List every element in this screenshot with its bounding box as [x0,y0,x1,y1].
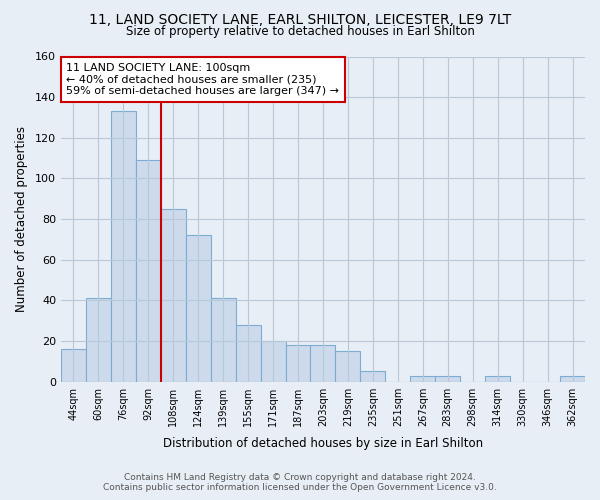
X-axis label: Distribution of detached houses by size in Earl Shilton: Distribution of detached houses by size … [163,437,483,450]
Text: 11, LAND SOCIETY LANE, EARL SHILTON, LEICESTER, LE9 7LT: 11, LAND SOCIETY LANE, EARL SHILTON, LEI… [89,12,511,26]
Bar [211,298,236,382]
Y-axis label: Number of detached properties: Number of detached properties [15,126,28,312]
Bar [310,345,335,382]
Text: Size of property relative to detached houses in Earl Shilton: Size of property relative to detached ho… [125,25,475,38]
Bar [361,372,385,382]
Bar [161,209,186,382]
Bar [485,376,510,382]
Bar [560,376,585,382]
Bar [111,112,136,382]
Bar [236,325,260,382]
Bar [61,349,86,382]
Bar [136,160,161,382]
Bar [286,345,310,382]
Bar [435,376,460,382]
Text: Contains HM Land Registry data © Crown copyright and database right 2024.
Contai: Contains HM Land Registry data © Crown c… [103,473,497,492]
Bar [260,341,286,382]
Bar [410,376,435,382]
Bar [86,298,111,382]
Bar [335,351,361,382]
Text: 11 LAND SOCIETY LANE: 100sqm
← 40% of detached houses are smaller (235)
59% of s: 11 LAND SOCIETY LANE: 100sqm ← 40% of de… [66,63,339,96]
Bar [186,236,211,382]
